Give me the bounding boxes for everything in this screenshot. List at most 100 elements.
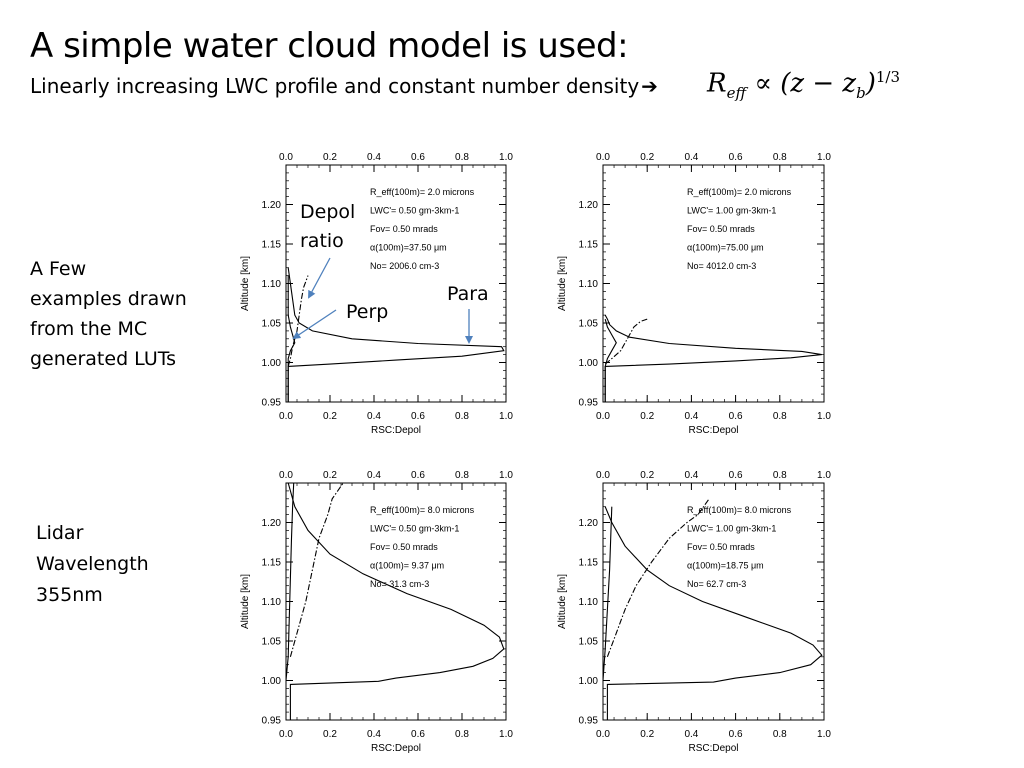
y-tick-label: 1.05 (262, 319, 282, 330)
x-top-tick-label: 0.6 (729, 152, 743, 163)
x-top-tick-label: 0.2 (640, 470, 654, 481)
y-tick-label: 1.10 (262, 597, 282, 608)
y-tick-label: 1.10 (579, 597, 599, 608)
annotation-line: α(100m)=18.75 μm (687, 561, 764, 571)
y-tick-label: 0.95 (579, 398, 599, 409)
y-tick-label: 1.00 (262, 358, 282, 369)
perp-label: Perp (346, 301, 388, 323)
annotation-line: LWC'= 0.50 gm-3km-1 (370, 206, 459, 216)
y-tick-label: 1.15 (262, 240, 282, 251)
y-axis-title: Altitude [km] (557, 574, 568, 629)
annotation-line: R_eff(100m)= 8.0 microns (687, 505, 792, 515)
plot-frame (602, 164, 825, 403)
annotation-line: R_eff(100m)= 8.0 microns (370, 505, 475, 515)
side-note-line: from the MC (30, 318, 148, 340)
formula-lhs-sub: eff (726, 83, 747, 102)
x-top-tick-label: 0.6 (729, 470, 743, 481)
x-tick-label: 0.2 (640, 411, 654, 422)
series-line-1 (604, 314, 822, 402)
side-note-line: 355nm (36, 584, 103, 606)
chart-3: 0.0 0.0 0.2 0.2 0.4 0.4 0.6 0.6 0.8 0.8 1.0 1.0 0.95… (240, 470, 513, 754)
side-note-line: examples drawn (30, 288, 187, 310)
slide-title: A simple water cloud model is used: (30, 26, 629, 66)
side-note-line: Lidar (36, 522, 84, 544)
slide-subtitle: Linearly increasing LWC profile and cons… (30, 74, 658, 98)
x-tick-label: 0.6 (411, 729, 425, 740)
depol-arrow (308, 257, 331, 299)
annotation-line: LWC'= 0.50 gm-3km-1 (370, 524, 459, 534)
series-line-2 (603, 506, 613, 681)
y-tick-label: 1.05 (579, 637, 599, 648)
series-line-1 (287, 483, 505, 720)
x-top-tick-label: 1.0 (817, 152, 831, 163)
y-axis-title: Altitude [km] (240, 574, 251, 629)
x-top-tick-label: 0.2 (640, 152, 654, 163)
x-tick-label: 0.8 (455, 729, 469, 740)
series-line-3 (289, 483, 344, 657)
x-top-tick-label: 0.4 (684, 152, 698, 163)
x-top-tick-label: 0.2 (323, 152, 337, 163)
chart-1: 0.0 0.0 0.2 0.2 0.4 0.4 0.6 0.6 0.8 0.8 1.0 1.0 0.95… (240, 152, 513, 436)
series-line-3 (604, 318, 648, 365)
y-tick-label: 1.15 (579, 558, 599, 569)
y-axis-title: Altitude [km] (557, 256, 568, 311)
side-note-line: Wavelength (36, 553, 149, 575)
x-top-tick-label: 0.6 (411, 470, 425, 481)
series-line-2 (286, 483, 295, 681)
x-tick-label: 0.2 (640, 729, 654, 740)
y-tick-label: 1.15 (262, 558, 282, 569)
x-top-tick-label: 0.8 (773, 470, 787, 481)
y-tick-label: 1.10 (579, 279, 599, 290)
series-line-1 (604, 506, 823, 720)
y-tick-label: 1.20 (262, 200, 282, 211)
formula-rhs-sub: b (856, 83, 866, 102)
annotation-line: Fov= 0.50 mrads (370, 542, 438, 552)
x-tick-label: 0.2 (323, 411, 337, 422)
y-axis-title: Altitude [km] (240, 256, 251, 311)
subtitle-arrow-icon: ➔ (641, 74, 658, 98)
x-axis-title: RSC:Depol (371, 743, 421, 754)
x-tick-label: 0.0 (596, 411, 610, 422)
formula-rhs-close: ) (865, 68, 876, 99)
annotation-line: Fov= 0.50 mrads (370, 224, 438, 234)
formula-exponent: 1/3 (875, 68, 900, 86)
x-tick-label: 0.4 (684, 729, 698, 740)
annotation-line: No= 2006.0 cm-3 (370, 261, 439, 271)
x-tick-label: 0.8 (773, 411, 787, 422)
y-tick-label: 0.95 (262, 398, 282, 409)
side-note-line: generated LUTs (30, 348, 177, 370)
x-top-tick-label: 0.8 (455, 152, 469, 163)
annotation-line: α(100m)=37.50 μm (370, 243, 447, 253)
x-tick-label: 0.8 (455, 411, 469, 422)
x-tick-label: 1.0 (817, 411, 831, 422)
x-tick-label: 0.0 (279, 729, 293, 740)
subtitle-text: Linearly increasing LWC profile and cons… (30, 74, 640, 98)
x-top-tick-label: 0.2 (323, 470, 337, 481)
x-tick-label: 0.4 (367, 411, 381, 422)
y-tick-label: 0.95 (579, 716, 599, 727)
x-top-tick-label: 1.0 (499, 470, 513, 481)
y-tick-label: 1.20 (579, 518, 599, 529)
chart-4: 0.0 0.0 0.2 0.2 0.4 0.4 0.6 0.6 0.8 0.8 1.0 1.0 0.95… (557, 470, 831, 754)
annotation-line: No= 4012.0 cm-3 (687, 261, 756, 271)
annotation-line: No= 31.3 cm-3 (370, 579, 429, 589)
x-tick-label: 1.0 (499, 411, 513, 422)
x-top-tick-label: 1.0 (817, 470, 831, 481)
x-top-tick-label: 0.0 (279, 470, 293, 481)
formula-lhs: R (707, 68, 727, 99)
y-tick-label: 1.05 (579, 319, 599, 330)
x-tick-label: 1.0 (817, 729, 831, 740)
x-top-tick-label: 0.0 (596, 152, 610, 163)
side-note-wavelength: Lidar Wavelength 355nm (36, 518, 196, 611)
annotation-line: LWC'= 1.00 gm-3km-1 (687, 524, 776, 534)
x-tick-label: 0.0 (596, 729, 610, 740)
x-top-tick-label: 0.6 (411, 152, 425, 163)
x-top-tick-label: 0.8 (773, 152, 787, 163)
x-tick-label: 0.8 (773, 729, 787, 740)
x-axis-title: RSC:Depol (371, 425, 421, 436)
annotation-line: LWC'= 1.00 gm-3km-1 (687, 206, 776, 216)
x-tick-label: 0.4 (367, 729, 381, 740)
depol-label-2: ratio (300, 230, 344, 252)
annotation-line: R_eff(100m)= 2.0 microns (687, 187, 792, 197)
